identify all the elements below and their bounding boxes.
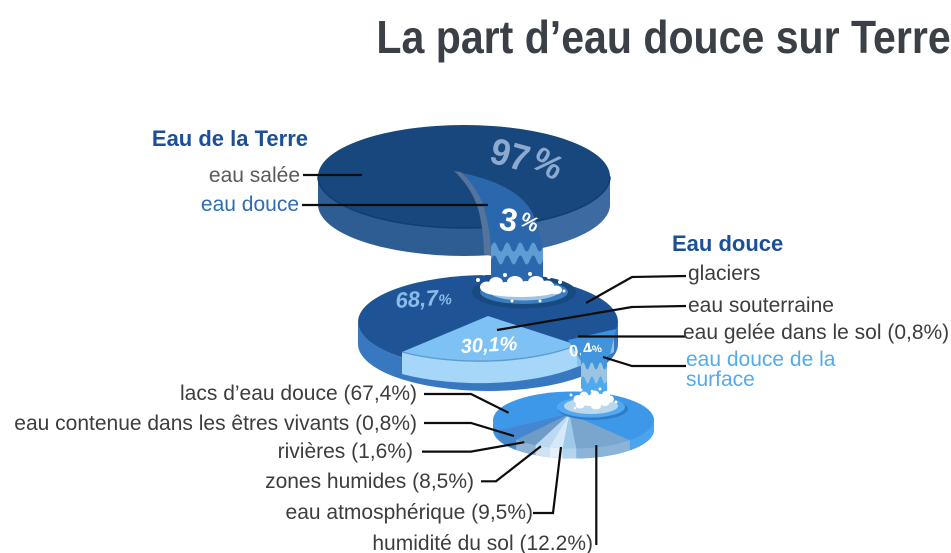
svg-text:zones humides (8,5%): zones humides (8,5%): [265, 470, 474, 493]
svg-text:eau douce de la: eau douce de la: [686, 348, 836, 371]
svg-text:3: 3: [497, 200, 521, 239]
svg-text:eau contenue dans les êtres vi: eau contenue dans les êtres vivants (0,8…: [14, 412, 417, 435]
svg-text:surface: surface: [686, 368, 755, 391]
svg-text:lacs d’eau douce (67,4%): lacs d’eau douce (67,4%): [180, 382, 417, 405]
svg-text:eau souterraine: eau souterraine: [688, 294, 834, 317]
svg-text:eau atmosphérique (9,5%): eau atmosphérique (9,5%): [286, 501, 533, 524]
svg-text:eau douce: eau douce: [201, 193, 299, 216]
svg-text:Eau de la Terre: Eau de la Terre: [152, 126, 308, 151]
svg-text:eau salée: eau salée: [209, 164, 300, 187]
svg-text:Eau douce: Eau douce: [672, 231, 783, 256]
svg-text:humidité du sol (12.2%): humidité du sol (12.2%): [372, 532, 593, 553]
svg-text:30,1%: 30,1%: [460, 333, 518, 358]
svg-text:68,7%: 68,7%: [395, 284, 453, 313]
svg-text:eau gelée dans le sol (0,8%): eau gelée dans le sol (0,8%): [683, 321, 949, 344]
svg-text:rivières (1,6%): rivières (1,6%): [278, 440, 413, 463]
svg-text:La part d’eau douce sur Terre: La part d’eau douce sur Terre: [376, 13, 950, 64]
svg-text:glaciers: glaciers: [688, 262, 760, 285]
